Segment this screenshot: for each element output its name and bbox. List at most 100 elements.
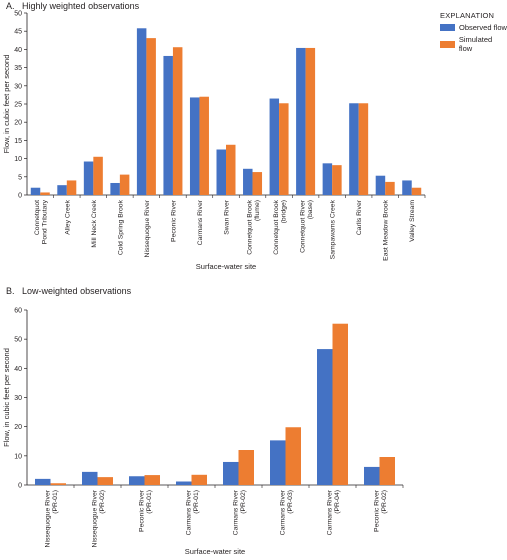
panel-a-heading: A. Highly weighted observations <box>6 1 139 11</box>
observed-bar <box>243 168 253 195</box>
observed-bar <box>189 97 200 195</box>
y-tick-label: 10 <box>14 453 22 460</box>
y-tick-label: 20 <box>14 424 22 431</box>
y-tick-label: 40 <box>14 366 22 373</box>
observed-bar <box>349 103 359 195</box>
x-tick-label: Cold Spring Brook <box>117 199 124 255</box>
simulated-bar <box>172 47 183 195</box>
x-tick-label: Carmans River(PR-04) <box>326 489 341 535</box>
simulated-bar <box>305 47 316 195</box>
observed-bar <box>270 440 286 485</box>
y-tick-label: 45 <box>14 29 22 36</box>
simulated-bar <box>279 103 289 195</box>
simulated-bar <box>93 156 103 195</box>
observed-bar <box>35 478 51 485</box>
simulated-bar <box>119 174 130 195</box>
observed-swatch <box>440 24 455 31</box>
y-axis-title: Flow, in cubic feet per second <box>2 55 11 154</box>
simulated-bar <box>332 165 342 195</box>
y-tick-label: 20 <box>14 120 22 127</box>
x-tick-label: Peconic River(PR-02) <box>373 489 388 532</box>
panel-b-letter: B. <box>6 286 15 296</box>
simulated-bar <box>97 477 113 485</box>
observed-bar <box>176 481 192 485</box>
observed-bar <box>402 180 412 195</box>
x-tick-label: Carmans River(PR-02) <box>232 489 247 535</box>
simulated-bar <box>50 483 66 485</box>
simulated-bar <box>238 450 254 485</box>
observed-bar <box>57 185 67 195</box>
y-tick-label: 40 <box>14 47 22 54</box>
y-tick-label: 0 <box>18 193 22 200</box>
x-tick-label: Mill Neck Creek <box>91 199 98 247</box>
x-tick-label: Peconic River <box>170 199 177 242</box>
simulated-bar <box>199 96 209 195</box>
x-tick-label: East Meadow Brook <box>383 199 390 260</box>
observed-bar <box>136 28 147 196</box>
panel-a-letter: A. <box>6 1 15 11</box>
legend-title: EXPLANATION <box>440 11 495 20</box>
y-tick-label: 30 <box>14 395 22 402</box>
x-tick-label: Connetquot Brook(bridge) <box>273 199 288 254</box>
simulated-bar <box>144 475 160 485</box>
y-axis-title: Flow, in cubic feet per second <box>2 348 11 447</box>
observed-bar <box>269 98 280 195</box>
observed-bar <box>129 476 145 485</box>
observed-bar <box>317 349 333 485</box>
x-tick-label: Swan River <box>224 199 231 234</box>
observed-bar <box>375 175 386 195</box>
y-tick-label: 5 <box>18 174 22 181</box>
chart-a: 0 5 10 15 20 25 30 35 40 45 50 Flow, in cubic feet … <box>2 11 426 271</box>
y-tick-label: 0 <box>18 483 22 490</box>
simulated-bar <box>411 187 422 195</box>
observed-bar <box>110 182 120 195</box>
observed-bar <box>82 471 98 485</box>
x-tick-label: Carmans River <box>197 199 204 245</box>
x-tick-label: Connetquot Brook(flume) <box>246 199 260 254</box>
panel-b-heading: B. Low-weighted observations <box>6 286 131 296</box>
observed-bar <box>364 466 380 485</box>
simulated-bar <box>191 474 207 485</box>
x-tick-label: ConnetquotPond Tributary <box>34 199 49 244</box>
simulated-bar <box>358 103 369 195</box>
observed-bar <box>30 187 41 195</box>
simulated-bar <box>252 172 263 195</box>
x-axis-title: Surface-water site <box>196 262 256 271</box>
y-tick-label: 30 <box>14 83 22 90</box>
simulated-bar <box>385 181 395 195</box>
x-tick-label: Carmans River(PR-01) <box>185 489 200 535</box>
legend-observed-label: Observed flow <box>459 23 507 32</box>
observed-bar <box>163 55 173 196</box>
simulated-bar <box>226 144 236 195</box>
x-tick-label: Nissequogue River(PR-02) <box>91 489 106 547</box>
observed-bar <box>296 47 306 195</box>
observed-bar <box>223 461 239 485</box>
simulated-bar <box>66 180 77 195</box>
simulated-bar <box>285 427 301 485</box>
observed-bar <box>322 163 333 195</box>
x-tick-label: Connetquot River(base) <box>299 199 314 253</box>
simulated-bar <box>332 323 348 485</box>
simulated-bar <box>146 38 156 196</box>
x-tick-label: Peconic River(PR-01) <box>138 489 153 532</box>
observed-bar <box>83 161 94 195</box>
x-axis-title: Surface-water site <box>185 547 245 556</box>
panel-a-title: Highly weighted observations <box>22 1 140 11</box>
simulated-bar <box>379 457 395 485</box>
chart-b: 0 10 20 30 40 50 60 Flow, in cubic feet per sec… <box>2 308 404 556</box>
simulated-bar <box>40 192 50 195</box>
x-tick-label: Nissequogue River(PR-01) <box>44 489 59 547</box>
x-tick-label: Sampawams Creek <box>330 199 337 259</box>
y-tick-label: 25 <box>14 102 22 109</box>
x-tick-label: Valley Stream <box>409 200 416 242</box>
y-tick-label: 50 <box>14 11 22 18</box>
y-tick-label: 35 <box>14 65 22 72</box>
simulated-swatch <box>440 40 455 48</box>
legend-simulated-label: Simulated flow <box>458 35 493 53</box>
observed-bar <box>216 149 226 195</box>
x-tick-label: Nissequogue River <box>144 199 151 257</box>
panel-b-title: Low-weighted observations <box>22 286 132 296</box>
x-tick-label: Alley Creek <box>64 199 71 234</box>
legend: EXPLANATION Observed flow Simulated flow <box>440 11 507 53</box>
legend-item-observed: Observed flow <box>440 23 507 32</box>
